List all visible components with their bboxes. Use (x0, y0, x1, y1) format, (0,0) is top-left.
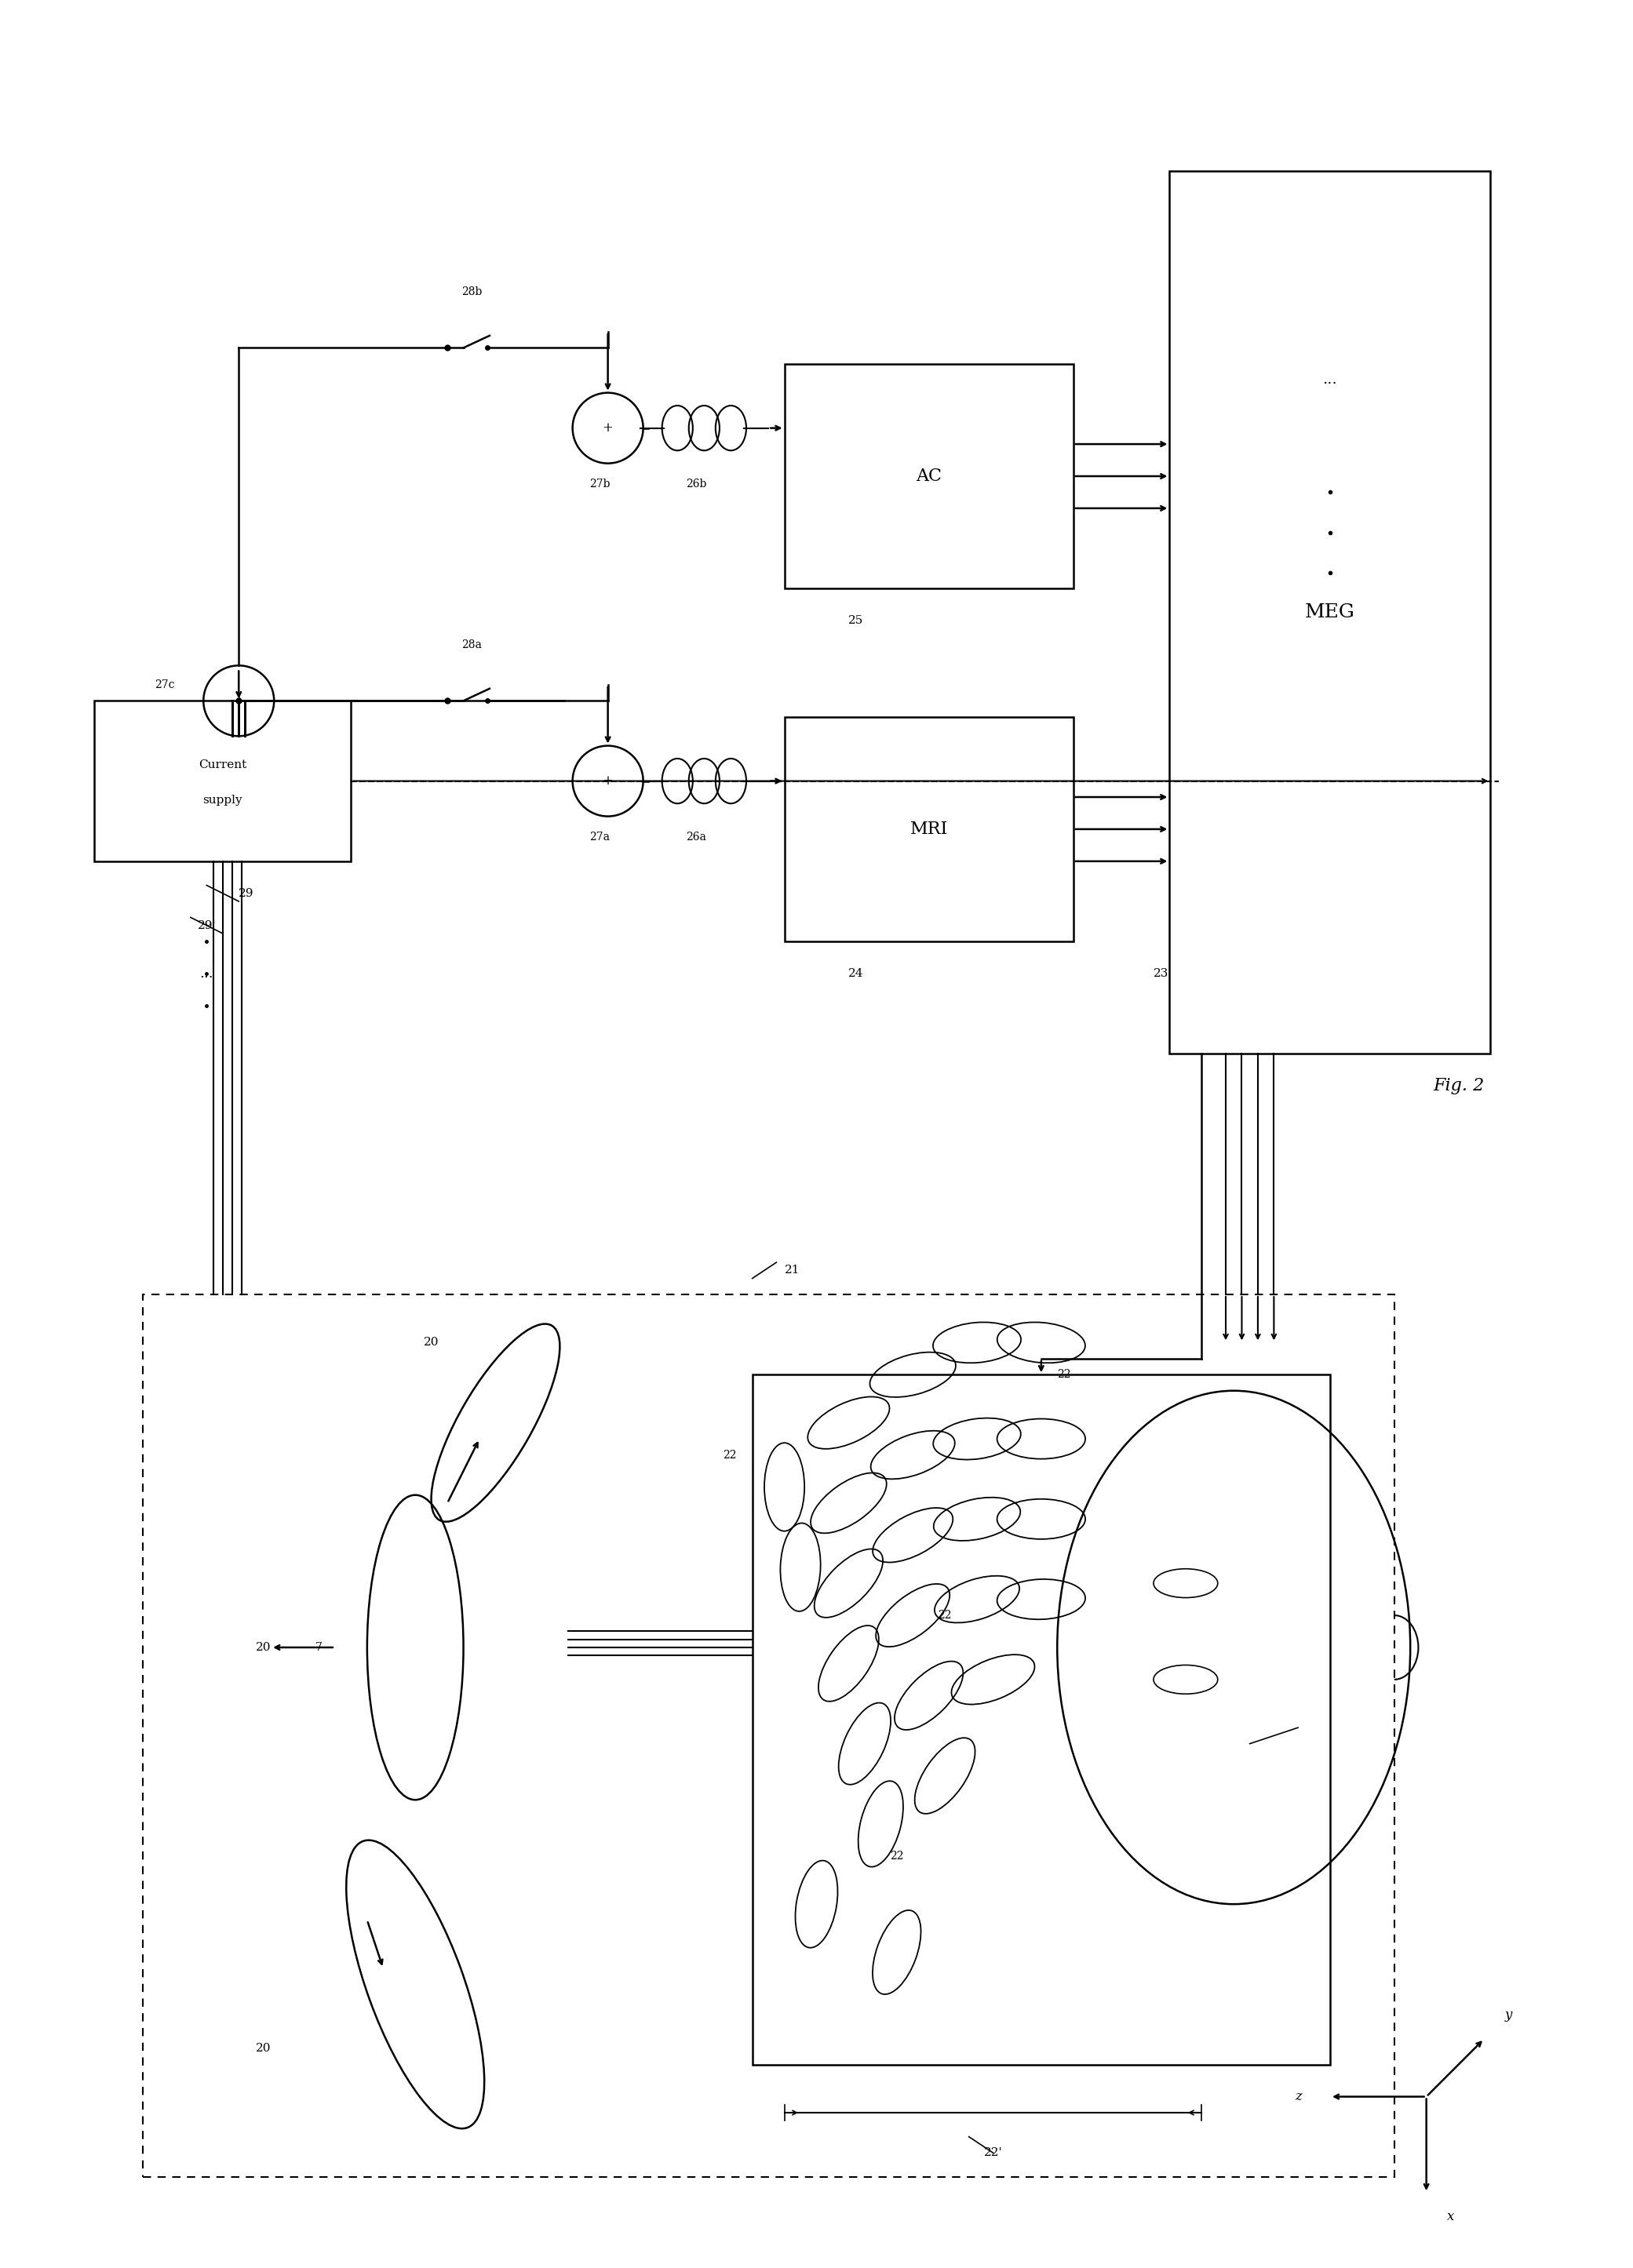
Text: 25: 25 (849, 615, 864, 626)
Bar (1169, 172, 1491, 1055)
Text: 29': 29' (198, 921, 216, 930)
Bar (784, 363, 1073, 587)
Bar (142, 1295, 1395, 2177)
Text: 20: 20 (255, 1642, 271, 1653)
Text: 26b: 26b (686, 479, 707, 490)
Text: 22: 22 (937, 1610, 952, 1622)
Text: 22: 22 (1057, 1370, 1071, 1381)
Bar (95, 701, 351, 862)
Text: 21: 21 (784, 1266, 800, 1277)
Text: 26a: 26a (686, 832, 707, 844)
Text: AC: AC (916, 467, 942, 485)
Text: ...: ... (199, 966, 214, 980)
Text: 22': 22' (983, 2148, 1003, 2159)
Text: 23: 23 (1153, 968, 1169, 980)
Text: Fig. 2: Fig. 2 (1432, 1077, 1484, 1095)
Text: ...: ... (1323, 372, 1337, 388)
Bar (784, 717, 1073, 941)
Text: z: z (1295, 2091, 1302, 2102)
Text: x: x (1447, 2211, 1453, 2223)
Text: 27b: 27b (590, 479, 611, 490)
Text: y: y (1504, 2007, 1512, 2021)
Text: 27c: 27c (155, 680, 175, 689)
Text: 20: 20 (255, 2043, 271, 2055)
Text: MRI: MRI (910, 821, 947, 837)
Text: 29: 29 (238, 887, 255, 898)
Text: 20: 20 (423, 1338, 439, 1347)
Text: 22: 22 (722, 1449, 736, 1461)
Text: 28a: 28a (461, 640, 482, 651)
Text: +: + (234, 694, 245, 708)
Text: 28b: 28b (461, 286, 482, 297)
Text: Current: Current (199, 760, 247, 771)
Text: +: + (603, 422, 614, 435)
Text: supply: supply (202, 794, 243, 805)
Text: 27a: 27a (590, 832, 611, 844)
Text: 22: 22 (890, 1851, 903, 1862)
Text: 7: 7 (315, 1642, 322, 1653)
Text: 24: 24 (849, 968, 864, 980)
Text: +: + (603, 773, 614, 787)
Text: MEG: MEG (1305, 603, 1355, 621)
Bar (753, 1374, 1329, 2064)
